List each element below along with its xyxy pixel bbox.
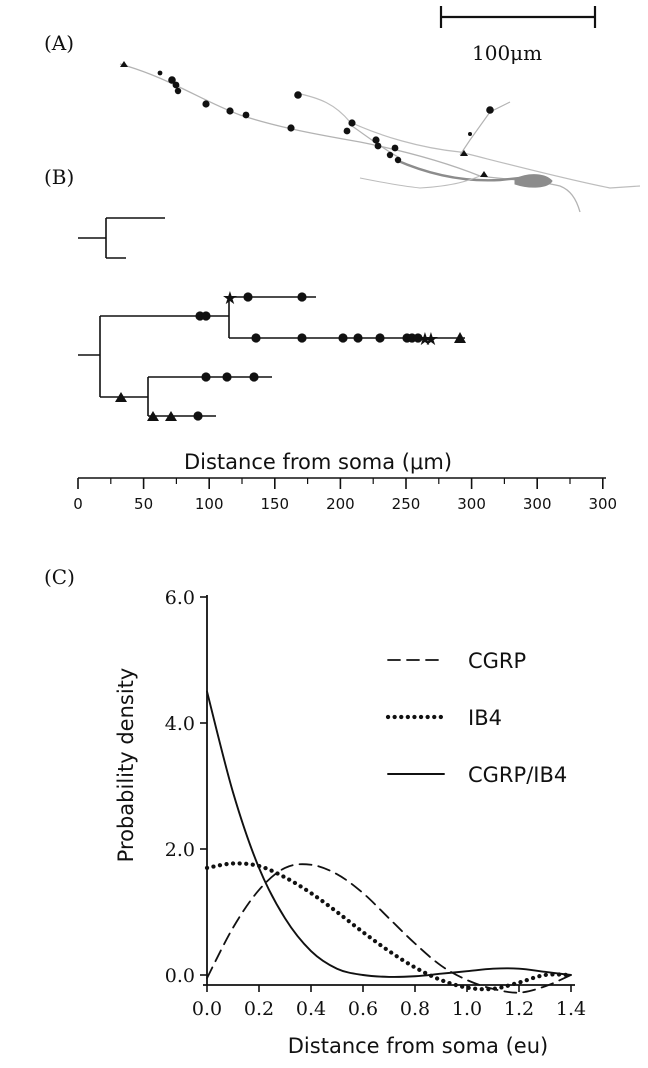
scale-bar-label: 100μm: [472, 41, 542, 65]
distance-axis-tick-label: 50: [134, 495, 153, 513]
panel-a-label: (A): [44, 31, 74, 55]
series-cgrp: [206, 863, 572, 994]
scale-bar: 100μm: [439, 6, 597, 65]
legend-label: CGRP: [468, 649, 526, 673]
y-tick-label: 0.0: [165, 965, 195, 987]
chart-legend: CGRP IB4 CGRP/IB4: [385, 649, 567, 787]
x-tick-label: 0.4: [296, 998, 326, 1020]
y-tick-label: 6.0: [165, 587, 195, 609]
distance-axis-tick-label: 250: [392, 495, 421, 513]
series-cgrp-ib4: [206, 690, 572, 978]
distance-axis-tick-label: 300: [457, 495, 486, 513]
svg-text:★: ★: [417, 329, 433, 350]
density-chart: 0.0 2.0 4.0 6.0 0.0 0.2 0.4 0.6 0.8 1.0 1.2 1.4 Pro…: [114, 587, 586, 1058]
dendrogram-small: [78, 217, 165, 259]
distance-axis-tick-label: 0: [73, 495, 83, 513]
neuron-tracing: [119, 61, 641, 213]
svg-text:★: ★: [222, 288, 238, 309]
chart-series: [204, 690, 574, 994]
y-tick-label: 2.0: [165, 839, 195, 861]
x-tick-label: 0.0: [192, 998, 222, 1020]
y-axis-label: Probability density: [114, 668, 138, 863]
x-axis-label: Distance from soma (eu): [288, 1034, 548, 1058]
neuron-markers: [120, 61, 494, 177]
panel-c: (C) 0.0 2.0 4.0 6.0 0.0 0.2 0.4 0.6 0.8 1.0 1.2 1.4…: [44, 565, 586, 1058]
neurite-lower: [359, 175, 481, 189]
distance-axis-ticks: 0 50 100 150 200 250 300 300 300: [73, 478, 617, 513]
svg-text:★: ★: [423, 329, 439, 350]
panel-b: (B): [44, 165, 617, 513]
x-tick-label: 1.4: [556, 998, 586, 1020]
neurite-main: [119, 63, 581, 213]
dendrogram-large: [78, 296, 465, 417]
y-tick-label: 4.0: [165, 713, 195, 735]
dendrogram-markers: ★ ★ ★: [115, 288, 466, 421]
neurite-side: [459, 101, 511, 156]
distance-axis: Distance from soma (μm) 0 50 100 150 200 250 3…: [73, 450, 617, 513]
panel-c-label: (C): [44, 565, 75, 589]
panel-b-label: (B): [44, 165, 74, 189]
panel-a: (A) 100μm: [44, 6, 641, 213]
x-tick-label: 0.8: [400, 998, 430, 1020]
distance-axis-tick-label: 200: [326, 495, 355, 513]
distance-axis-label: Distance from soma (μm): [184, 450, 452, 474]
chart-axes: 0.0 2.0 4.0 6.0 0.0 0.2 0.4 0.6 0.8 1.0 1.2 1.4: [165, 587, 586, 1020]
distance-axis-tick-label: 100: [195, 495, 224, 513]
x-tick-label: 1.0: [452, 998, 482, 1020]
distance-axis-tick-label: 150: [260, 495, 289, 513]
legend-label: CGRP/IB4: [468, 763, 567, 787]
x-tick-label: 1.2: [504, 998, 534, 1020]
neurite-upper: [295, 92, 641, 189]
x-tick-label: 0.6: [348, 998, 378, 1020]
distance-axis-tick-label: 300: [523, 495, 552, 513]
series-ib4: [204, 861, 574, 992]
distance-axis-tick-label: 300: [588, 495, 617, 513]
x-tick-label: 0.2: [244, 998, 274, 1020]
soma: [514, 174, 553, 188]
legend-label: IB4: [468, 706, 502, 730]
neurite-thick: [395, 158, 521, 182]
